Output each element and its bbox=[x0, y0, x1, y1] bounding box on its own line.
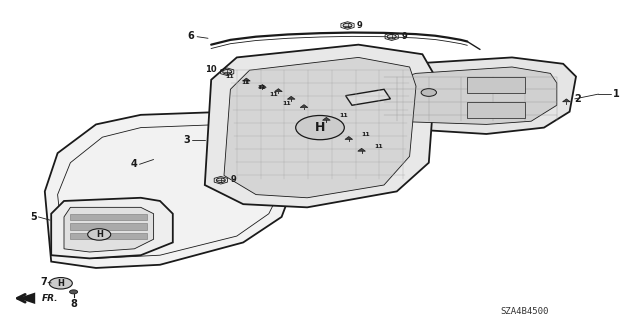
Text: 11: 11 bbox=[241, 80, 250, 85]
Polygon shape bbox=[300, 105, 308, 108]
Polygon shape bbox=[224, 57, 416, 198]
Polygon shape bbox=[243, 78, 250, 81]
Text: 4: 4 bbox=[131, 159, 138, 169]
Circle shape bbox=[88, 229, 111, 240]
Text: H: H bbox=[96, 230, 102, 239]
Polygon shape bbox=[70, 223, 147, 230]
Text: 9: 9 bbox=[230, 175, 236, 184]
Text: 11: 11 bbox=[362, 132, 371, 137]
Text: 11: 11 bbox=[257, 85, 266, 90]
Polygon shape bbox=[346, 89, 390, 105]
Text: H: H bbox=[315, 121, 325, 134]
Text: 9: 9 bbox=[356, 21, 362, 30]
Circle shape bbox=[387, 34, 396, 39]
Polygon shape bbox=[45, 112, 301, 268]
Polygon shape bbox=[205, 45, 435, 207]
Polygon shape bbox=[352, 57, 576, 134]
Polygon shape bbox=[70, 214, 147, 220]
Text: H: H bbox=[58, 279, 64, 288]
Polygon shape bbox=[259, 85, 266, 87]
Text: 11: 11 bbox=[282, 100, 291, 106]
Text: 9: 9 bbox=[401, 32, 407, 41]
Text: 11: 11 bbox=[374, 144, 383, 149]
Polygon shape bbox=[323, 117, 330, 120]
Text: FR.: FR. bbox=[42, 294, 58, 303]
Circle shape bbox=[223, 70, 232, 74]
Text: 3: 3 bbox=[183, 135, 190, 145]
Polygon shape bbox=[358, 148, 365, 151]
Text: 8: 8 bbox=[70, 299, 77, 309]
Circle shape bbox=[296, 115, 344, 140]
Text: 11: 11 bbox=[225, 74, 234, 79]
Polygon shape bbox=[70, 233, 147, 239]
Text: 6: 6 bbox=[187, 31, 194, 41]
Text: 5: 5 bbox=[30, 212, 37, 222]
Text: 1: 1 bbox=[612, 89, 620, 99]
Circle shape bbox=[421, 89, 436, 96]
Text: 11: 11 bbox=[339, 113, 348, 118]
Polygon shape bbox=[345, 137, 353, 139]
Polygon shape bbox=[18, 293, 35, 304]
Text: 2: 2 bbox=[574, 94, 581, 104]
Circle shape bbox=[49, 278, 72, 289]
Text: 10: 10 bbox=[205, 65, 216, 74]
Polygon shape bbox=[275, 89, 282, 92]
Polygon shape bbox=[563, 99, 570, 102]
Text: 11: 11 bbox=[269, 92, 278, 97]
Polygon shape bbox=[287, 96, 295, 99]
Polygon shape bbox=[371, 67, 557, 124]
Polygon shape bbox=[467, 102, 525, 118]
Text: SZA4B4500: SZA4B4500 bbox=[500, 307, 549, 315]
Circle shape bbox=[216, 178, 225, 182]
Polygon shape bbox=[64, 207, 154, 252]
Circle shape bbox=[343, 23, 352, 28]
Circle shape bbox=[70, 290, 77, 294]
Text: 7: 7 bbox=[40, 277, 47, 287]
Polygon shape bbox=[467, 77, 525, 93]
Polygon shape bbox=[51, 198, 173, 258]
